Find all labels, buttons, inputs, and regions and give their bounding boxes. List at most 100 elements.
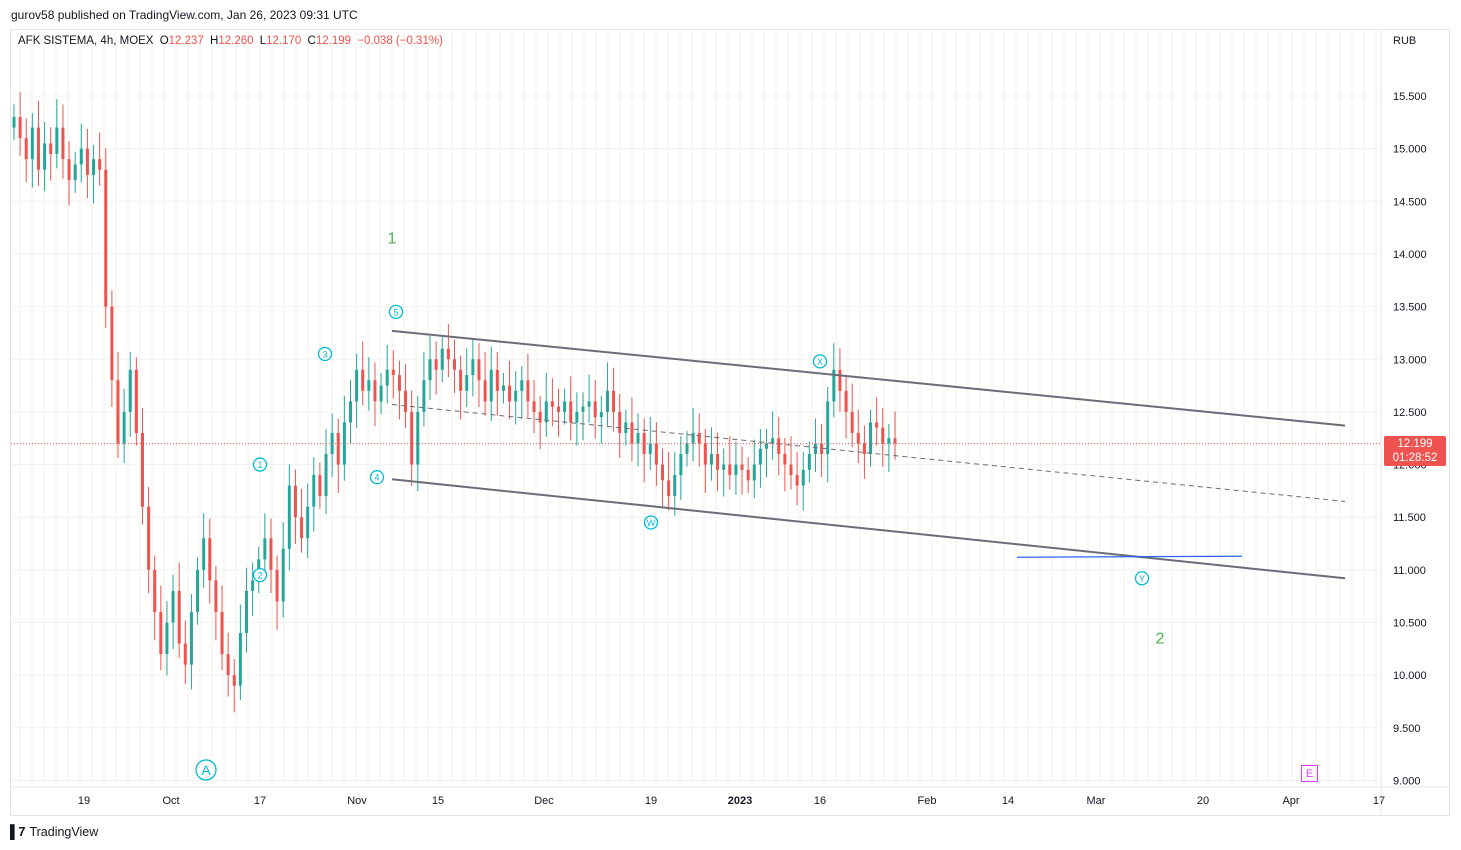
- candle-body: [508, 385, 512, 402]
- candle-body: [12, 117, 16, 128]
- candle-body: [85, 148, 89, 175]
- candle-body: [373, 380, 377, 402]
- x-tick-label: Oct: [162, 795, 179, 807]
- candle-body: [532, 401, 536, 412]
- candle-body: [153, 569, 157, 612]
- candle-body: [238, 633, 242, 686]
- candle-body: [336, 432, 340, 465]
- y-tick-label: 11.500: [1393, 512, 1426, 524]
- candle-body: [612, 390, 616, 412]
- low-label: L: [259, 35, 267, 47]
- candle-body: [318, 475, 322, 497]
- candle-body: [716, 454, 720, 470]
- wave-label-circle: [252, 457, 268, 472]
- candle-body: [446, 348, 450, 360]
- candle-body: [593, 401, 597, 418]
- candle-body: [807, 454, 811, 470]
- candle-body: [293, 485, 297, 518]
- events-button[interactable]: E: [1301, 765, 1318, 782]
- candle-body: [36, 127, 40, 170]
- candle-body: [563, 401, 567, 412]
- wave-label-major[interactable]: 2: [1156, 631, 1165, 648]
- y-tick-label: 14.000: [1393, 249, 1427, 261]
- wave-label-minor[interactable]: W: [647, 518, 656, 528]
- candle-body: [367, 380, 371, 391]
- candle-body: [324, 454, 328, 497]
- x-tick-label: 17: [254, 795, 266, 807]
- x-tick-label: 2023: [728, 795, 752, 807]
- candle-body: [679, 454, 683, 476]
- candle-body: [43, 143, 47, 170]
- candle-body: [134, 369, 138, 433]
- candle-body: [550, 401, 554, 407]
- candle-body: [306, 506, 310, 539]
- high-value: 12.260: [218, 35, 254, 47]
- candle-body: [661, 464, 665, 481]
- candle-body: [538, 411, 542, 423]
- candle-body: [557, 406, 561, 412]
- x-tick-label: Mar: [1087, 795, 1106, 807]
- candle-body: [758, 448, 762, 465]
- candle-body: [722, 464, 726, 470]
- candle-body: [820, 443, 824, 455]
- wave-label-minor[interactable]: 3: [322, 349, 327, 359]
- candle-body: [410, 411, 414, 465]
- candle-body: [514, 390, 518, 402]
- wave-label-circle: [369, 470, 385, 485]
- candle-body: [630, 422, 634, 444]
- wave-label-minor[interactable]: 4: [374, 473, 379, 483]
- symbol-legend: AFK SISTEMA, 4h, MOEX O12.237 H12.260 L1…: [18, 35, 446, 47]
- wave-label-minor[interactable]: 5: [393, 307, 398, 317]
- wave-label-minor[interactable]: A: [201, 762, 211, 778]
- candle-body: [575, 411, 579, 423]
- candle-body: [477, 359, 481, 381]
- candle-body: [887, 438, 891, 444]
- candle-body: [881, 427, 885, 444]
- candle-body: [893, 438, 897, 444]
- candle-body: [183, 643, 187, 665]
- candle-body: [501, 385, 505, 391]
- wave-label-minor[interactable]: Y: [1139, 574, 1145, 584]
- candle-body: [434, 359, 438, 370]
- wave-label-minor[interactable]: 2: [257, 571, 262, 581]
- x-tick-label: 17: [1373, 795, 1385, 807]
- y-tick-label: 12.500: [1393, 407, 1427, 419]
- candle-body: [685, 443, 689, 455]
- candle-body: [385, 369, 389, 386]
- candle-body: [453, 359, 456, 370]
- candle-body: [397, 375, 401, 391]
- support-line[interactable]: [1016, 555, 1243, 558]
- change-value: −0.038 (−0.31%): [357, 35, 443, 47]
- x-tick-label: 20: [1197, 795, 1209, 807]
- candle-body: [826, 401, 830, 455]
- candle-body: [147, 506, 151, 570]
- candle-body: [489, 369, 493, 402]
- wave-label-major[interactable]: 1: [388, 230, 397, 247]
- candle-body: [862, 443, 866, 455]
- channel-upper-line[interactable]: [391, 329, 1346, 427]
- candle-body: [208, 538, 212, 581]
- y-tick-label: 11.000: [1393, 565, 1426, 577]
- candle-body: [624, 422, 628, 433]
- candle-body: [30, 127, 34, 160]
- candle-body: [244, 590, 248, 634]
- candle-body: [618, 411, 622, 433]
- candle-body: [165, 622, 169, 655]
- chart-frame[interactable]: [10, 29, 1450, 816]
- candle-body: [355, 369, 359, 402]
- candle-body: [177, 590, 181, 644]
- candle-body: [98, 159, 102, 170]
- footer-brand[interactable]: ▌7 TradingView: [10, 824, 98, 839]
- brand-name: TradingView: [29, 824, 99, 839]
- open-label: O: [159, 35, 169, 47]
- channel-lower-line[interactable]: [391, 478, 1346, 580]
- wave-label-minor[interactable]: 1: [257, 460, 262, 470]
- x-tick-label: 19: [78, 795, 90, 807]
- candle-body: [569, 401, 573, 423]
- wave-label-circle: [252, 567, 268, 583]
- candle-body: [520, 380, 524, 391]
- candle-body: [281, 548, 285, 602]
- wave-label-minor[interactable]: X: [817, 357, 823, 367]
- channel-middle-line[interactable]: [391, 404, 1346, 502]
